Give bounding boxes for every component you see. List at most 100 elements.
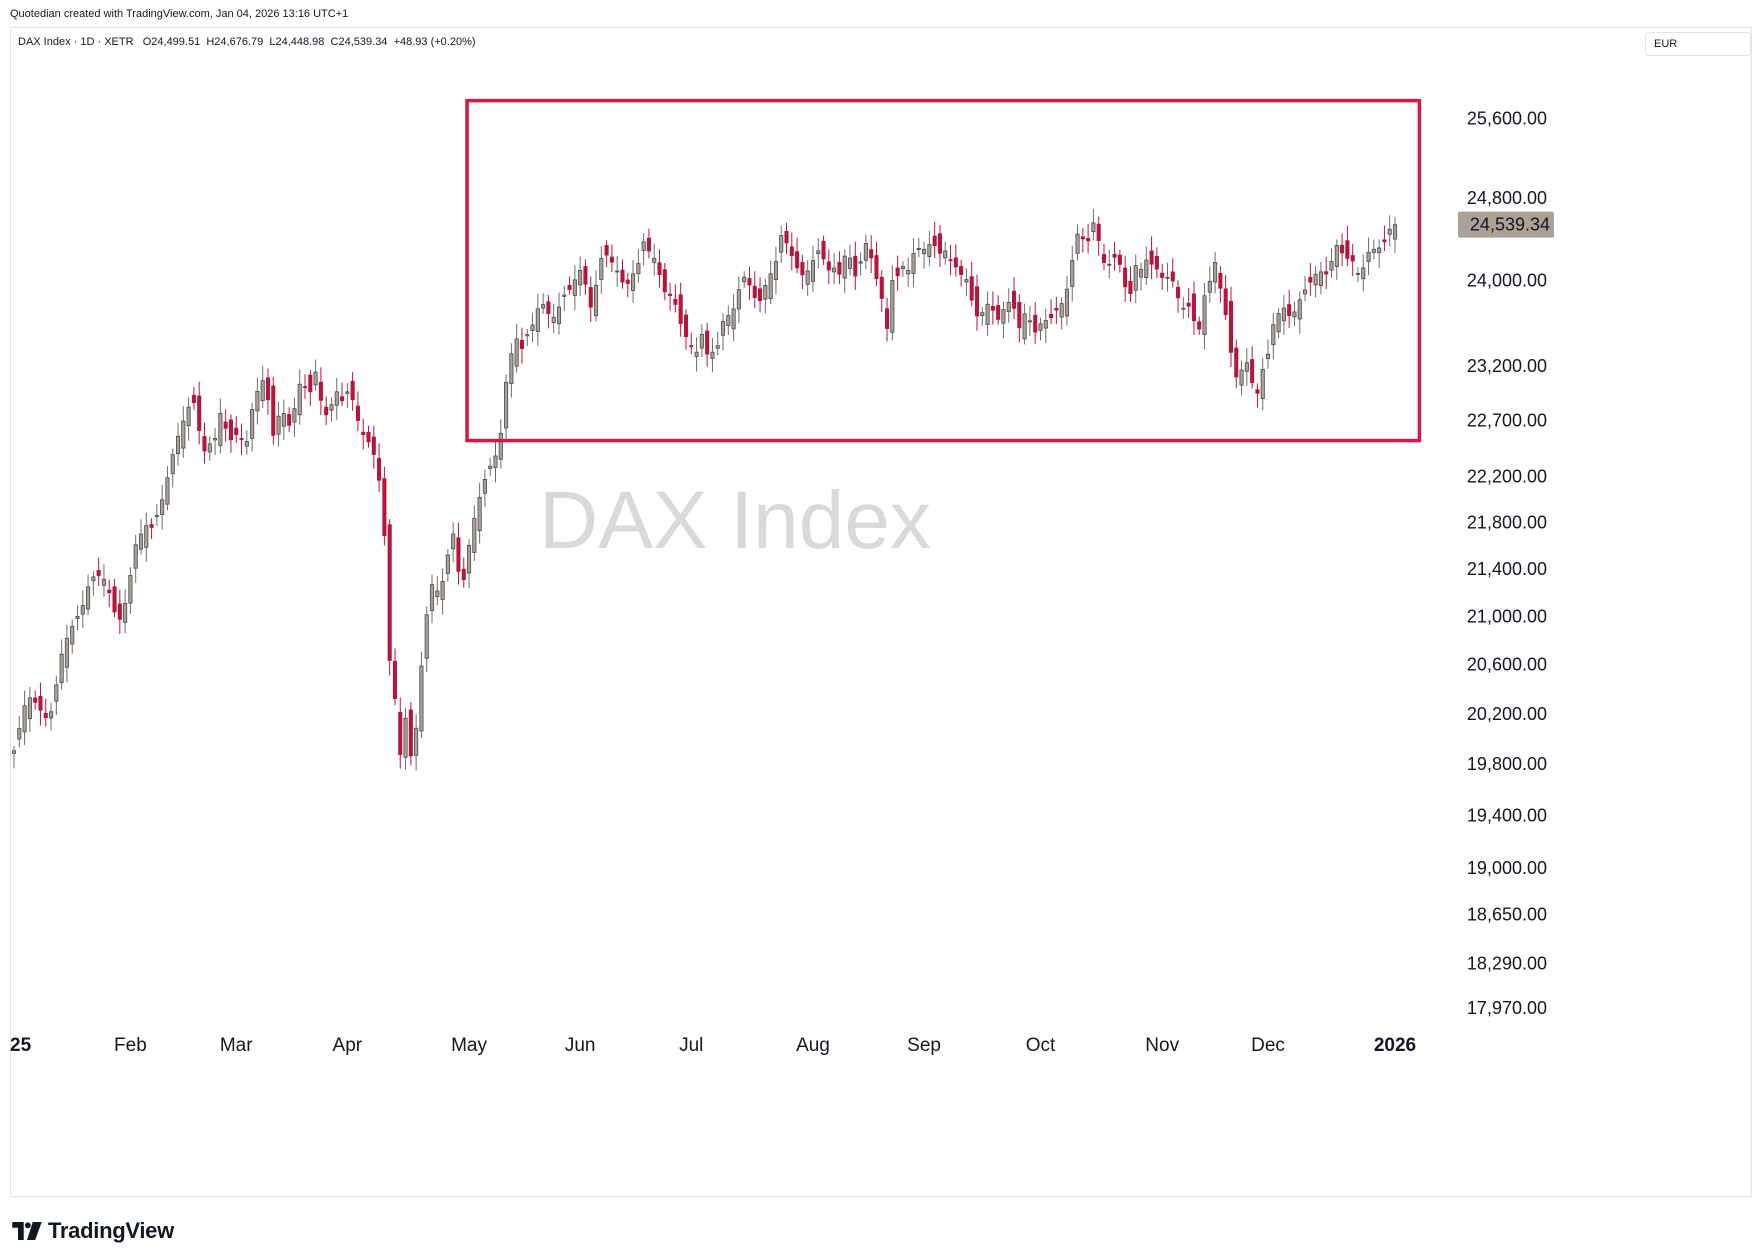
candle-down [377, 457, 382, 481]
candle-up [1318, 271, 1323, 287]
price-tick: 22,700.00 [1467, 411, 1547, 431]
candle-down [392, 660, 398, 700]
candle-down [1170, 271, 1175, 282]
range-box[interactable] [465, 98, 1422, 443]
candle-up [1022, 313, 1027, 340]
candle-up [1392, 224, 1398, 240]
candle-up [70, 625, 75, 645]
candles-layer [11, 208, 1398, 771]
candle-up [424, 614, 429, 659]
candle-up [980, 312, 985, 316]
candle-up [451, 533, 456, 550]
candle-down [234, 427, 239, 436]
price-tick: 19,400.00 [1467, 806, 1547, 826]
candle-up [1271, 324, 1276, 345]
candle-up [763, 284, 768, 300]
candle-up [175, 435, 181, 455]
candle-up [805, 270, 810, 285]
candle-up [726, 315, 731, 327]
candle-down [683, 314, 689, 338]
price-tick: 18,290.00 [1467, 954, 1547, 974]
candle-down [1017, 301, 1022, 329]
candle-up [80, 605, 85, 615]
candle-down [361, 431, 366, 435]
candle-up [964, 279, 969, 283]
time-tick: Apr [333, 1035, 363, 1056]
candle-up [1292, 311, 1297, 318]
price-tick: 21,000.00 [1467, 606, 1547, 626]
candle-up [138, 533, 144, 550]
candle-down [1128, 280, 1133, 295]
candle-down [546, 301, 551, 314]
candle-down [657, 262, 662, 276]
candle-up [86, 586, 91, 610]
candle-up [11, 750, 17, 754]
candle-down [398, 711, 403, 755]
candle-down [1255, 389, 1260, 394]
symbol-legend[interactable]: DAX Index · 1D · XETR O24,499.51 H24,676… [18, 36, 476, 48]
candle-up [1387, 228, 1392, 235]
candle-up [255, 391, 260, 412]
candle-down [662, 269, 667, 293]
candle-up [281, 412, 286, 427]
candle-down [1033, 314, 1038, 333]
candle-up [911, 252, 916, 274]
candle-down [567, 285, 572, 290]
candle-down [1112, 253, 1117, 258]
candle-up [699, 333, 704, 349]
legend-low: L24,448.98 [269, 36, 325, 48]
candle-up [509, 353, 514, 384]
candle-down [1308, 276, 1313, 283]
candle-up [922, 248, 927, 255]
tradingview-brand[interactable]: TradingView [12, 1218, 174, 1244]
candle-up [1303, 289, 1308, 295]
candle-down [752, 285, 757, 298]
candle-down [758, 288, 763, 302]
candle-up [1239, 369, 1244, 386]
candle-down [1250, 359, 1255, 384]
candle-up [297, 383, 302, 416]
candle-up [64, 637, 69, 668]
candle-up [720, 321, 726, 336]
candle-up [218, 413, 223, 446]
candle-up [641, 241, 646, 251]
last-price-label: 24,539.34 [1470, 215, 1550, 235]
candle-up [144, 525, 149, 548]
chart-credit: Quotedian created with TradingView.com, … [10, 8, 349, 20]
candle-up [101, 578, 106, 586]
time-tick: Nov [1145, 1035, 1179, 1056]
currency-selector[interactable]: EUR [1645, 32, 1751, 56]
candle-up [858, 261, 863, 264]
candle-up [276, 415, 281, 435]
candle-down [588, 287, 593, 308]
price-tick: 22,200.00 [1467, 467, 1547, 487]
legend-symbol[interactable]: DAX Index · 1D · XETR [18, 36, 134, 48]
candle-up [244, 441, 249, 447]
candle-up [731, 308, 736, 330]
legend-high: H24,676.79 [206, 36, 264, 48]
candle-up [847, 257, 853, 269]
time-tick: Feb [114, 1035, 147, 1056]
candle-up [631, 273, 636, 291]
candle-down [1218, 272, 1223, 289]
legend-open: O24,499.51 [142, 36, 201, 48]
time-tick: Sep [907, 1035, 941, 1056]
candle-up [1361, 267, 1366, 280]
candle-up [599, 258, 604, 280]
price-tick: 21,400.00 [1467, 559, 1547, 579]
candle-down [302, 386, 308, 388]
candle-down [355, 405, 360, 421]
candle-up [1133, 265, 1138, 291]
candle-down [1382, 239, 1387, 243]
candle-up [1202, 295, 1207, 335]
candle-down [895, 267, 900, 277]
candle-up [1038, 323, 1043, 331]
price-tick: 19,800.00 [1467, 754, 1547, 774]
candle-up [181, 420, 186, 449]
candle-up [906, 269, 911, 275]
candle-up [154, 515, 159, 517]
candle-down [604, 245, 609, 256]
time-tick: May [451, 1035, 487, 1056]
candle-up [186, 406, 191, 427]
